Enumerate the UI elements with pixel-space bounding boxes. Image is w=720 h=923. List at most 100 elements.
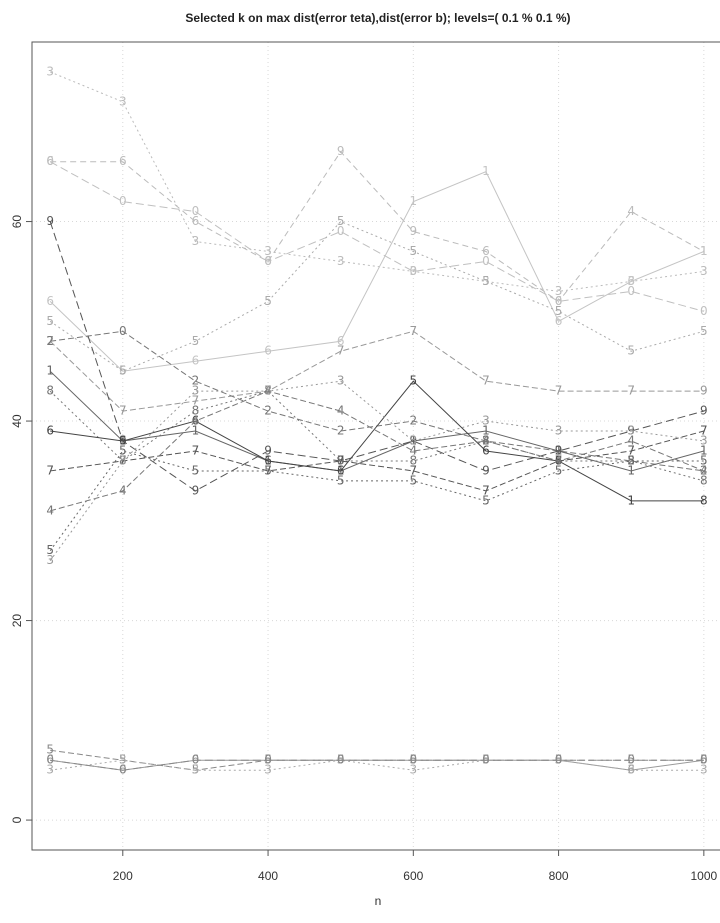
y-tick-label: 60 bbox=[10, 215, 24, 229]
series-line bbox=[49, 390, 704, 482]
series-9: 9 9 9 9 9 9 9 9 9 9 bbox=[46, 214, 707, 497]
data-point-label: 6 bbox=[627, 274, 635, 288]
data-point-label: 0 bbox=[264, 254, 272, 268]
data-point-label: 0 bbox=[119, 324, 127, 338]
data-point-label: 3 bbox=[409, 264, 417, 278]
data-point-label: 7 bbox=[700, 424, 708, 438]
data-point-label: 5 bbox=[627, 344, 635, 358]
data-point-label: 5 bbox=[264, 463, 272, 477]
data-point-label: 5 bbox=[46, 743, 54, 757]
data-point-label: 6 bbox=[337, 463, 345, 477]
data-point-label: 5 bbox=[482, 274, 490, 288]
x-tick-label: 1000 bbox=[690, 869, 717, 883]
data-point-label: 0 bbox=[409, 753, 417, 767]
data-point-label: 5 bbox=[337, 214, 345, 228]
series-line bbox=[50, 759, 704, 771]
data-point-label: 3 bbox=[700, 434, 708, 448]
data-point-label: 8 bbox=[700, 493, 708, 507]
data-point-label: 9 bbox=[700, 384, 708, 398]
data-point-label: 8 bbox=[700, 473, 708, 487]
data-point-label: 3 bbox=[627, 763, 635, 777]
data-point-label: 3 bbox=[119, 753, 127, 767]
data-point-label: 9 bbox=[264, 443, 272, 457]
data-point-label: 5 bbox=[119, 753, 127, 767]
series-line bbox=[50, 430, 704, 492]
data-point-label: 0 bbox=[46, 753, 54, 767]
series-line bbox=[50, 150, 705, 303]
data-point-label: 6 bbox=[264, 344, 272, 358]
data-point-label: 1 bbox=[46, 364, 54, 378]
data-point-label: 8 bbox=[337, 453, 345, 467]
data-point-label: 5 bbox=[409, 374, 417, 388]
data-point-label: 6 bbox=[482, 244, 490, 258]
data-point-label: 2 bbox=[337, 424, 345, 438]
data-point-label: 4 bbox=[700, 463, 708, 477]
data-point-label: 5 bbox=[555, 304, 563, 318]
data-point-label: 6 bbox=[119, 154, 127, 168]
data-point-label: 5 bbox=[192, 463, 200, 477]
data-point-label: 4 bbox=[409, 443, 417, 457]
series-19: 0 0 0 0 0 0 0 0 0 0 bbox=[46, 753, 707, 777]
data-point-label: 7 bbox=[46, 463, 54, 477]
data-point-label: 1 bbox=[409, 194, 417, 208]
series-17: 666 6 6 6 6 666 bbox=[46, 753, 707, 777]
plot-frame bbox=[31, 41, 720, 851]
data-point-label: 5 bbox=[482, 493, 490, 507]
data-point-label: 3 bbox=[192, 763, 200, 777]
data-point-label: 4 bbox=[46, 503, 54, 517]
data-point-label: 7 bbox=[192, 443, 200, 457]
series-4: 0 0 0 0 0 0 0 0 0 0 bbox=[46, 154, 707, 318]
data-point-label: 9 bbox=[555, 443, 563, 457]
data-point-label: 7 bbox=[119, 453, 127, 467]
data-point-label: 3 bbox=[482, 274, 490, 288]
data-point-label: 6 bbox=[264, 453, 272, 467]
data-point-label: 5 bbox=[555, 463, 563, 477]
data-point-label: 9 bbox=[409, 224, 417, 238]
x-axis-label: n bbox=[375, 894, 382, 908]
data-point-label: 8 bbox=[409, 453, 417, 467]
data-point-label: 5 bbox=[119, 443, 127, 457]
data-point-label: 1 bbox=[482, 424, 490, 438]
data-point-label: 7 bbox=[192, 394, 200, 408]
data-point-label: 4 bbox=[627, 434, 635, 448]
x-tick-label: 800 bbox=[549, 869, 569, 883]
data-point-label: 0 bbox=[46, 154, 54, 168]
data-point-label: 3 bbox=[700, 264, 708, 278]
data-point-label: 0 bbox=[264, 753, 272, 767]
data-point-label: 6 bbox=[119, 364, 127, 378]
data-point-label: 3 bbox=[409, 434, 417, 448]
data-point-label: 3 bbox=[46, 763, 54, 777]
data-point-label: 7 bbox=[482, 374, 490, 388]
data-point-label: 5 bbox=[409, 473, 417, 487]
data-point-label: 9 bbox=[192, 483, 200, 497]
data-point-label: 3 bbox=[482, 414, 490, 428]
data-point-label: 0 bbox=[119, 194, 127, 208]
data-point-label: 6 bbox=[46, 154, 54, 168]
data-point-label: 5 bbox=[46, 314, 54, 328]
data-point-label: 5 bbox=[192, 334, 200, 348]
data-point-label: 4 bbox=[482, 434, 490, 448]
data-point-label: 1 bbox=[700, 244, 708, 258]
data-point-label: 3 bbox=[700, 763, 708, 777]
series-line bbox=[49, 161, 704, 312]
data-point-label: 0 bbox=[482, 254, 490, 268]
data-point-label: 5 bbox=[264, 294, 272, 308]
series-line bbox=[49, 221, 704, 492]
data-point-label: 0 bbox=[482, 753, 490, 767]
data-point-label: 3 bbox=[119, 94, 127, 108]
series-line bbox=[49, 220, 704, 372]
data-point-label: 2 bbox=[46, 334, 54, 348]
x-axis: 200 400 600 800 1000 bbox=[113, 850, 718, 883]
data-point-label: 9 bbox=[337, 144, 345, 158]
data-point-label: 5 bbox=[700, 453, 708, 467]
data-point-label: 5 bbox=[409, 244, 417, 258]
y-tick-label: 0 bbox=[10, 816, 24, 823]
data-point-label: 0 bbox=[192, 204, 200, 218]
data-point-label: 1 bbox=[700, 443, 708, 457]
data-point-label: 0 bbox=[555, 294, 563, 308]
